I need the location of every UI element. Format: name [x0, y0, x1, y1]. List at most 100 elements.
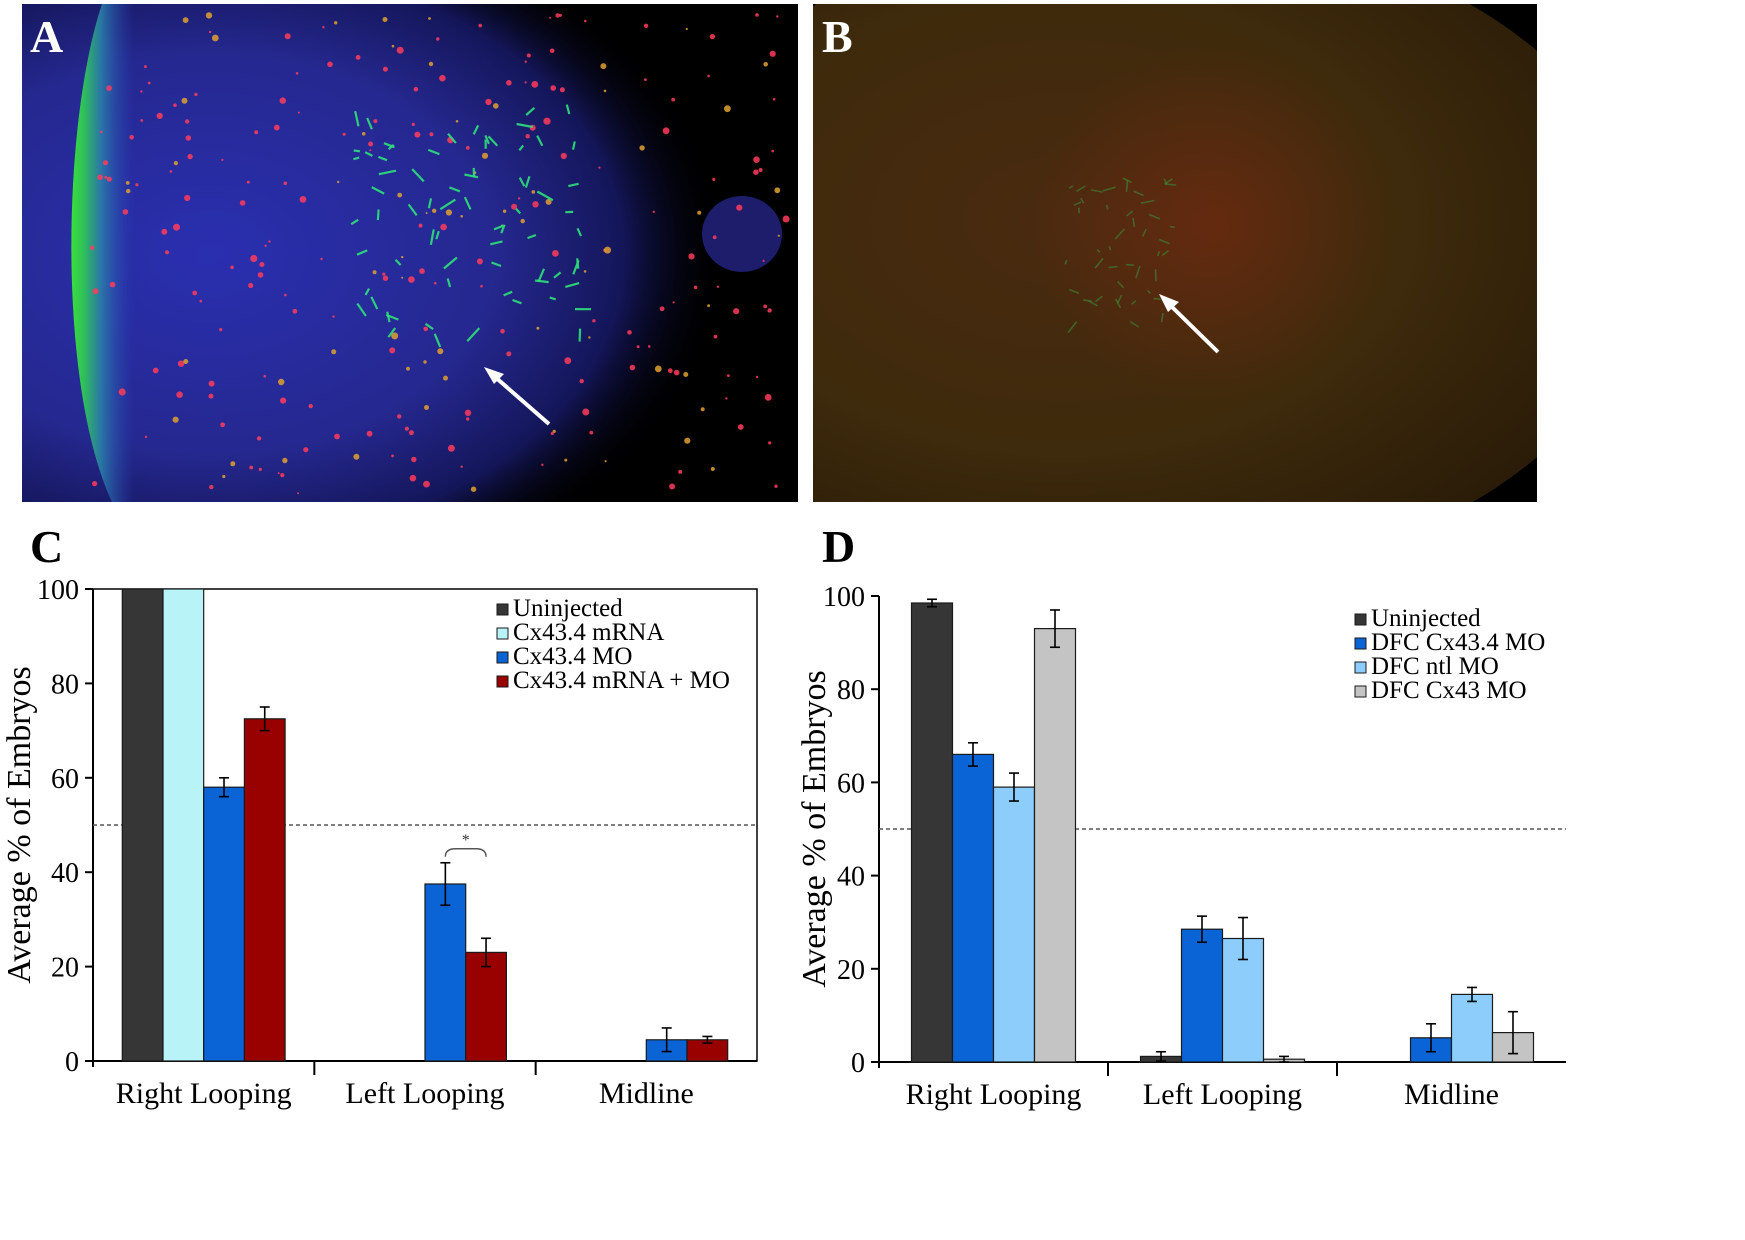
cilium: [1148, 213, 1161, 220]
speckle: [776, 15, 779, 18]
cilium: [1094, 295, 1103, 303]
bar-d-3-0: [1033, 627, 1077, 1063]
cilium: [1090, 189, 1103, 193]
cilium: [443, 256, 458, 270]
speckle: [382, 275, 389, 281]
legend-label: Uninjected: [1371, 605, 1481, 632]
cilium: [1140, 199, 1155, 204]
speckle: [763, 62, 768, 67]
speckle: [712, 235, 717, 240]
cilium: [366, 117, 373, 130]
speckle: [476, 258, 483, 265]
speckle: [152, 367, 159, 374]
cilium: [427, 148, 440, 156]
y-tick-label: 60: [51, 764, 79, 795]
speckle: [506, 80, 512, 86]
speckle: [248, 282, 254, 289]
speckle: [771, 149, 774, 153]
speckle: [280, 473, 285, 478]
speckle: [208, 393, 214, 399]
speckle: [436, 37, 440, 41]
cilium: [1068, 185, 1074, 189]
speckle: [264, 244, 267, 247]
cilium: [1108, 245, 1112, 251]
speckle: [639, 145, 645, 151]
speckle: [184, 194, 191, 202]
speckle: [678, 469, 683, 474]
speckle: [278, 378, 285, 386]
speckle: [466, 417, 470, 421]
speckle: [279, 97, 286, 104]
speckle: [284, 33, 291, 40]
speckle: [411, 122, 415, 126]
speckle: [733, 308, 740, 315]
speckle: [485, 98, 492, 106]
speckle: [589, 430, 594, 435]
speckle: [258, 467, 262, 471]
embryo-edge: [71, 4, 282, 502]
micrograph-b: [813, 4, 1537, 502]
cilium: [568, 182, 579, 188]
y-axis-label: Average % of Embryos: [796, 670, 833, 988]
speckle: [176, 391, 183, 399]
cilium: [576, 258, 580, 269]
y-tick-label: 0: [851, 1048, 865, 1079]
speckle: [524, 60, 527, 63]
speckle: [549, 48, 555, 54]
speckle: [211, 34, 219, 42]
micrograph-a: [22, 4, 798, 502]
speckle: [583, 270, 587, 273]
speckle: [389, 347, 396, 354]
cilium: [433, 333, 442, 348]
speckle: [337, 180, 340, 184]
speckle: [413, 86, 419, 92]
speckle: [372, 270, 377, 275]
cilium: [394, 258, 402, 266]
legend-swatch: [1354, 637, 1367, 650]
speckle: [500, 328, 505, 334]
speckle: [667, 368, 673, 374]
speckle: [404, 426, 409, 431]
speckle: [520, 218, 525, 224]
bar-c-0-0: [121, 588, 164, 1062]
y-tick-label: 60: [837, 768, 865, 799]
speckle: [366, 430, 373, 437]
legend-swatch: [496, 651, 509, 664]
cilium: [1164, 183, 1177, 186]
cilium: [576, 227, 583, 237]
cilium: [1076, 185, 1086, 192]
speckle: [334, 21, 338, 25]
speckle: [470, 486, 477, 492]
bar-c-2-0: [203, 786, 245, 1062]
speckle: [517, 197, 521, 200]
speckle: [263, 374, 267, 378]
speckle: [100, 130, 103, 134]
y-tick-label: 0: [65, 1047, 79, 1078]
speckle: [541, 463, 544, 466]
speckle: [464, 409, 472, 416]
speckle: [769, 50, 776, 57]
y-tick-label: 80: [837, 675, 865, 706]
speckle: [532, 201, 539, 208]
cilium: [578, 328, 582, 342]
legend-label: DFC Cx43 MO: [1371, 677, 1527, 704]
y-tick-label: 100: [823, 582, 865, 613]
y-tick-label: 20: [51, 953, 79, 984]
speckle: [736, 204, 743, 211]
speckle: [636, 345, 640, 349]
speckle: [652, 210, 655, 213]
cilium: [524, 175, 531, 188]
speckle: [762, 259, 765, 262]
x-tick-label: Right Looping: [116, 1077, 292, 1110]
speckle: [297, 492, 300, 495]
cilium: [534, 279, 549, 284]
speckle: [432, 208, 437, 213]
speckle: [222, 474, 226, 479]
x-tick-label: Left Looping: [345, 1077, 504, 1110]
speckle: [246, 180, 250, 184]
speckle: [763, 304, 768, 309]
panel-label-c: C: [30, 521, 64, 572]
y-tick-label: 40: [51, 858, 79, 889]
speckle: [221, 158, 224, 161]
speckle: [250, 254, 258, 263]
